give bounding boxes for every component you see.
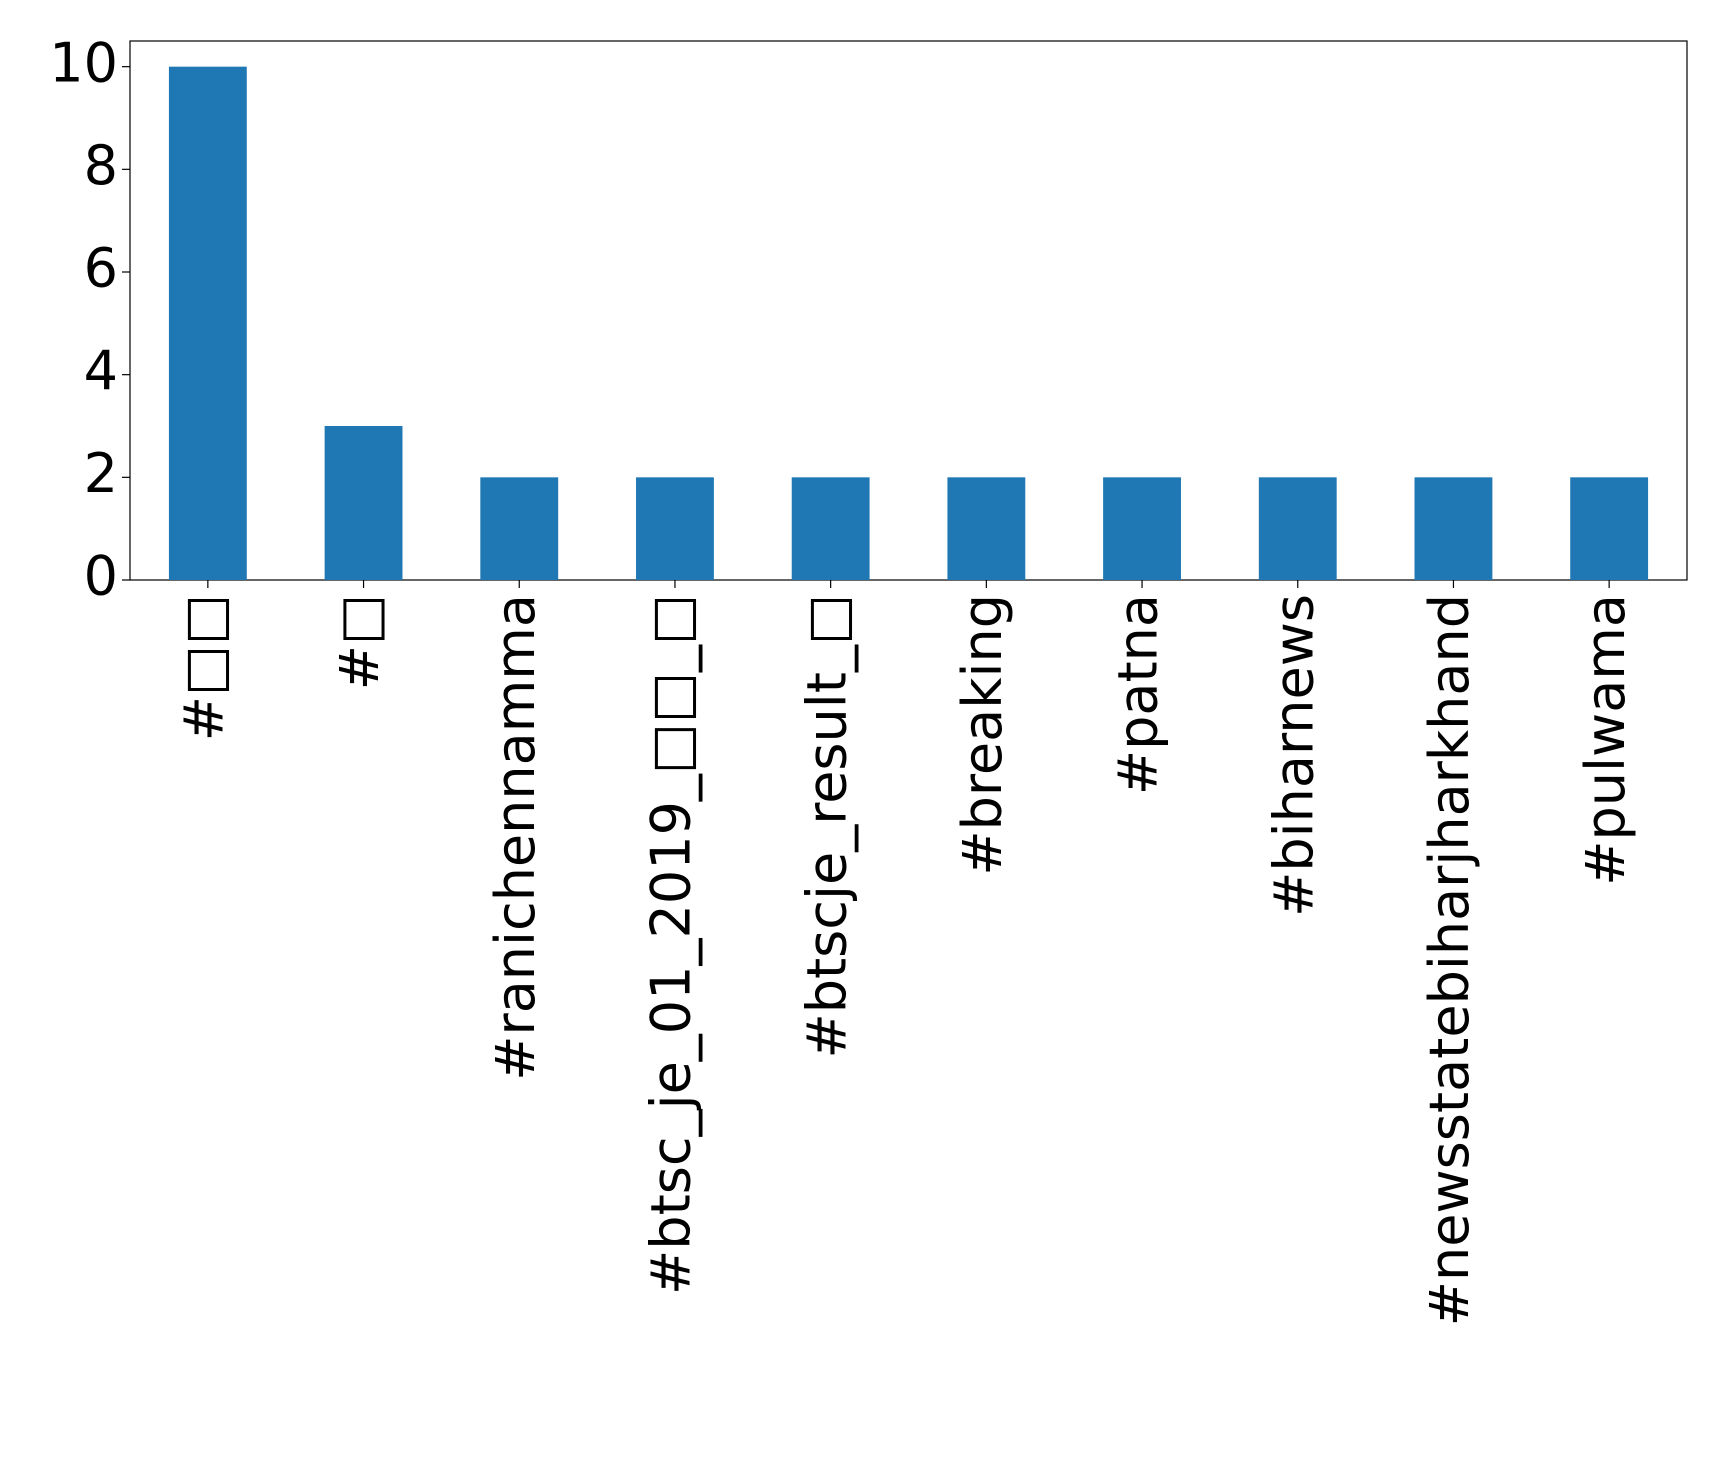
x-tick-label: #biharnews xyxy=(1262,594,1325,917)
bar xyxy=(1414,477,1493,580)
x-tick-label: #breaking xyxy=(951,594,1014,876)
y-tick-label: 4 xyxy=(84,339,118,402)
bar xyxy=(636,477,714,580)
bar xyxy=(1103,477,1181,580)
x-tick-label: #□ xyxy=(328,594,391,690)
bar xyxy=(1258,477,1337,580)
x-tick-label: #patna xyxy=(1107,594,1170,795)
bar xyxy=(324,426,403,580)
bar xyxy=(168,66,247,580)
x-tick-label: #btscje_result_□ xyxy=(795,594,858,1059)
bar xyxy=(791,477,870,580)
bar xyxy=(947,477,1026,580)
plot-frame xyxy=(129,40,1688,581)
x-tick-label: #pulwama xyxy=(1574,594,1637,886)
x-tick-label: #□□ xyxy=(172,594,235,741)
x-tick-label: #btsc_je_01_2019_□□_□ xyxy=(640,594,703,1295)
bar xyxy=(1570,477,1649,580)
bar xyxy=(480,477,559,580)
y-tick-label: 2 xyxy=(84,442,118,505)
x-tick-label: #newsstatebiharjharkhand xyxy=(1418,594,1481,1326)
x-tick-label: #ranichennamma xyxy=(484,594,547,1081)
y-tick-label: 8 xyxy=(84,134,118,197)
y-tick-label: 6 xyxy=(84,237,118,300)
y-tick-label: 0 xyxy=(84,545,118,608)
y-tick-label: 10 xyxy=(49,31,118,94)
